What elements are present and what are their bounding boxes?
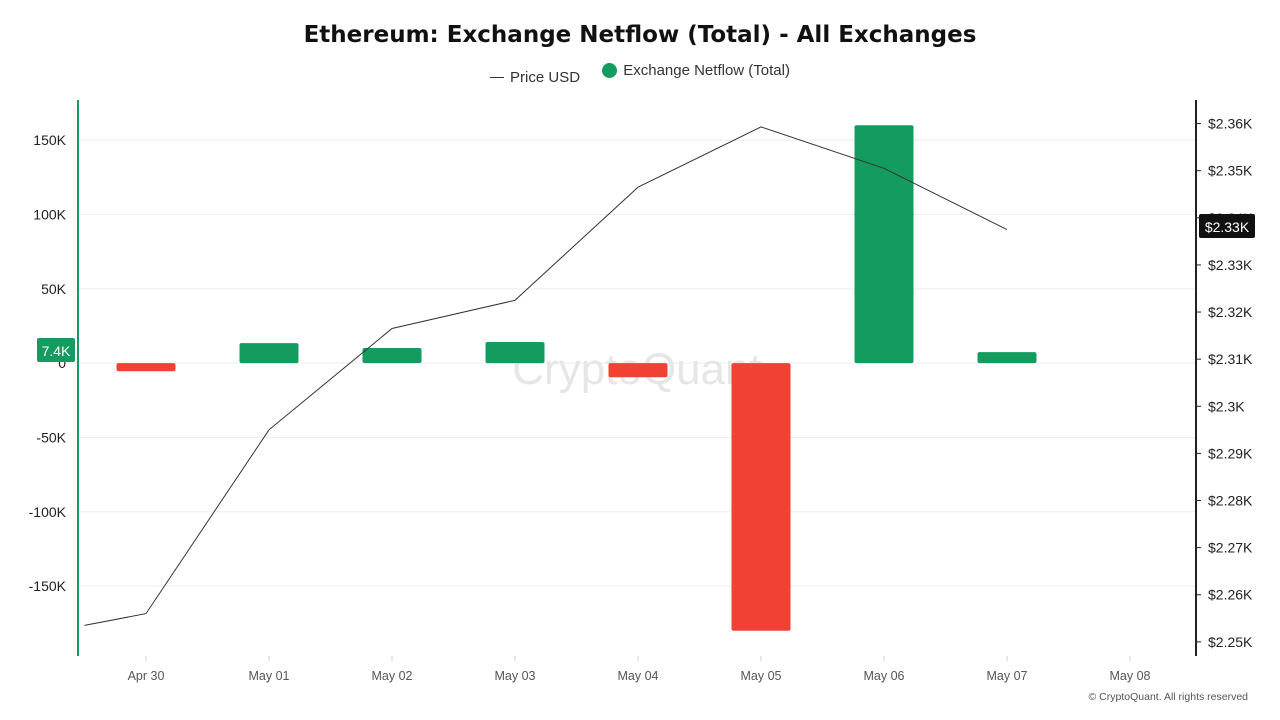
line-swatch-icon	[490, 77, 505, 78]
left-tick-label: 100K	[33, 206, 66, 222]
legend-item-netflow[interactable]: Exchange Netflow (Total)	[602, 62, 790, 79]
right-tick-label: $2.35K	[1208, 163, 1253, 179]
x-tick-label: May 05	[741, 669, 782, 683]
left-tick-label: 0	[58, 355, 66, 371]
left-tick-label: -100K	[29, 504, 67, 520]
right-tick-label: $2.3K	[1208, 398, 1245, 414]
right-value-marker-label: $2.33K	[1205, 219, 1250, 235]
right-value-marker	[1199, 214, 1255, 238]
left-tick-label: 50K	[41, 281, 67, 297]
right-tick-label: $2.32K	[1208, 304, 1253, 320]
copyright-notice: © CryptoQuant. All rights reserved	[1088, 691, 1248, 703]
netflow-bar	[239, 343, 299, 364]
right-tick-label: $2.25K	[1208, 634, 1253, 650]
x-tick-label: May 04	[618, 669, 659, 683]
x-tick-label: May 07	[987, 669, 1028, 683]
legend-label-price: Price USD	[510, 69, 581, 86]
left-tick-label: 150K	[33, 132, 66, 148]
netflow-bar	[362, 347, 422, 364]
netflow-bar	[977, 352, 1037, 364]
right-tick-label: $2.36K	[1208, 116, 1253, 132]
x-tick-label: May 08	[1110, 669, 1151, 683]
legend-label-netflow: Exchange Netflow (Total)	[623, 62, 790, 79]
left-value-marker-label: 7.4K	[42, 343, 71, 359]
left-tick-label: -150K	[29, 578, 67, 594]
netflow-bar	[485, 342, 545, 364]
right-tick-label: $2.29K	[1208, 445, 1253, 461]
netflow-bar	[731, 363, 791, 631]
chart-title: Ethereum: Exchange Netflow (Total) - All…	[303, 22, 977, 48]
x-tick-label: May 01	[249, 669, 290, 683]
netflow-bar	[116, 363, 176, 372]
dot-swatch-icon	[602, 63, 618, 78]
legend-item-price[interactable]: Price USD	[490, 69, 580, 86]
netflow-bar	[608, 363, 668, 378]
right-tick-label: $2.31K	[1208, 351, 1253, 367]
x-tick-label: Apr 30	[128, 669, 165, 683]
left-value-marker	[37, 338, 75, 362]
right-tick-label: $2.27K	[1208, 540, 1253, 556]
x-tick-label: May 03	[495, 669, 536, 683]
x-tick-label: May 06	[864, 669, 905, 683]
right-tick-label: $2.28K	[1208, 493, 1253, 509]
x-tick-label: May 02	[372, 669, 413, 683]
right-tick-label: $2.26K	[1208, 587, 1253, 603]
legend: Price USD Exchange Netflow (Total)	[0, 62, 1280, 86]
price-line	[84, 126, 1008, 626]
left-tick-label: -50K	[36, 429, 66, 445]
netflow-bar	[854, 125, 914, 364]
right-tick-label: $2.33K	[1208, 257, 1253, 273]
